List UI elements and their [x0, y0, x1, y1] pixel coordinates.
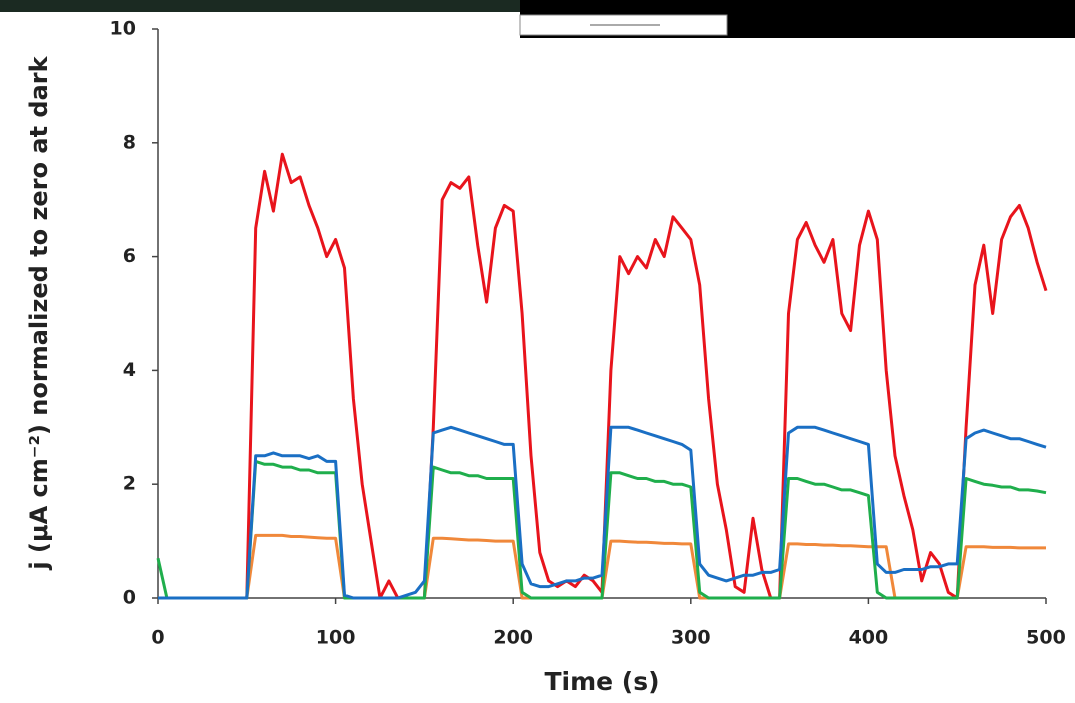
- data-line: [156, 459, 1047, 600]
- x-axis-label: Time (s): [544, 667, 659, 696]
- y-tick-label: 2: [123, 473, 136, 495]
- y-axis-label: j (μA cm⁻²) normalized to zero at dark: [25, 55, 53, 570]
- x-tick-label: 500: [1026, 627, 1066, 649]
- x-tick-label: 100: [316, 627, 356, 649]
- data-line: [158, 425, 1047, 600]
- y-tick-label: 6: [123, 245, 136, 267]
- x-tick-label: 200: [493, 627, 533, 649]
- y-tick-label: 8: [123, 131, 136, 153]
- y-tick-label: 0: [123, 587, 136, 609]
- data-line: [158, 152, 1048, 600]
- x-tick-label: 400: [849, 627, 889, 649]
- x-tick-label: 0: [151, 627, 164, 649]
- y-tick-label: 4: [123, 359, 136, 381]
- y-tick-label: 10: [110, 18, 136, 40]
- x-tick-label: 300: [671, 627, 711, 649]
